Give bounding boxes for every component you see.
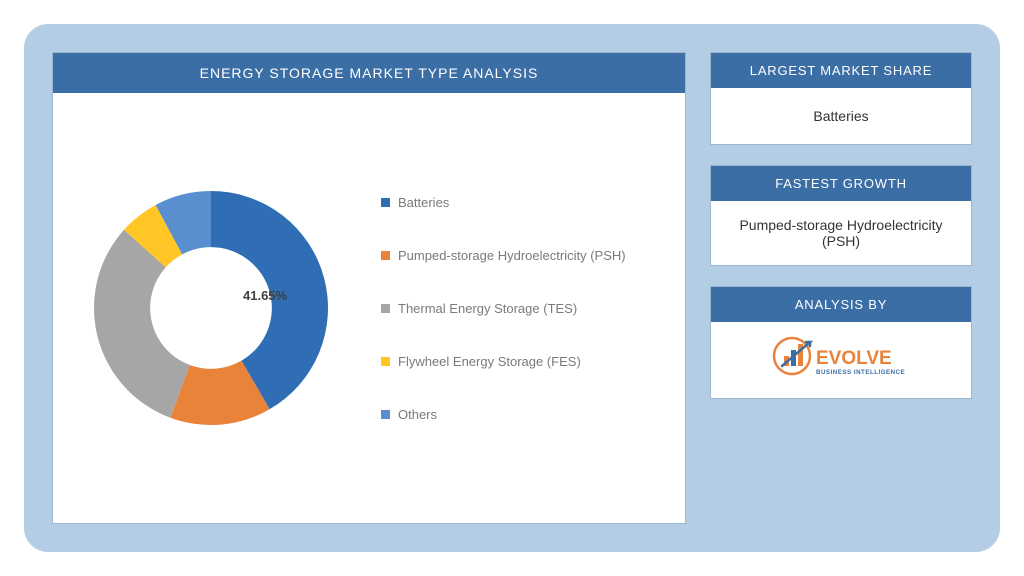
legend-item: Batteries xyxy=(381,195,657,210)
chart-value-label: 41.65% xyxy=(243,288,287,303)
legend-swatch xyxy=(381,304,390,313)
chart-legend: Batteries Pumped-storage Hydroelectricity… xyxy=(341,195,657,422)
legend-swatch xyxy=(381,357,390,366)
legend-item: Thermal Energy Storage (TES) xyxy=(381,301,657,316)
legend-swatch xyxy=(381,198,390,207)
legend-label: Others xyxy=(398,407,437,422)
legend-item: Pumped-storage Hydroelectricity (PSH) xyxy=(381,248,657,263)
legend-label: Pumped-storage Hydroelectricity (PSH) xyxy=(398,248,626,263)
card-largest-share: LARGEST MARKET SHARE Batteries xyxy=(710,52,972,145)
legend-label: Flywheel Energy Storage (FES) xyxy=(398,354,581,369)
legend-item: Flywheel Energy Storage (FES) xyxy=(381,354,657,369)
evolve-logo: EVOLVEBUSINESS INTELLIGENCE xyxy=(766,332,916,388)
card-header: FASTEST GROWTH xyxy=(711,166,971,201)
svg-text:BUSINESS INTELLIGENCE: BUSINESS INTELLIGENCE xyxy=(816,369,905,376)
card-value: Pumped-storage Hydroelectricity (PSH) xyxy=(711,201,971,265)
chart-title: ENERGY STORAGE MARKET TYPE ANALYSIS xyxy=(53,53,685,93)
chart-body: 41.65% Batteries Pumped-storage Hydroelec… xyxy=(53,93,685,523)
legend-label: Thermal Energy Storage (TES) xyxy=(398,301,577,316)
card-header: LARGEST MARKET SHARE xyxy=(711,53,971,88)
legend-swatch xyxy=(381,410,390,419)
card-header: ANALYSIS BY xyxy=(711,287,971,322)
side-column: LARGEST MARKET SHARE Batteries FASTEST G… xyxy=(710,52,972,524)
card-fastest-growth: FASTEST GROWTH Pumped-storage Hydroelect… xyxy=(710,165,972,266)
donut-svg xyxy=(81,178,341,438)
legend-item: Others xyxy=(381,407,657,422)
chart-panel: ENERGY STORAGE MARKET TYPE ANALYSIS 41.6… xyxy=(52,52,686,524)
card-value: Batteries xyxy=(711,88,971,144)
card-analysis-by: ANALYSIS BY EVOLVEBUSINESS INTELLIGENCE xyxy=(710,286,972,399)
donut-chart: 41.65% xyxy=(81,178,341,438)
legend-label: Batteries xyxy=(398,195,449,210)
legend-swatch xyxy=(381,251,390,260)
logo-container: EVOLVEBUSINESS INTELLIGENCE xyxy=(711,322,971,398)
svg-text:EVOLVE: EVOLVE xyxy=(816,348,892,369)
outer-frame: ENERGY STORAGE MARKET TYPE ANALYSIS 41.6… xyxy=(24,24,1000,552)
